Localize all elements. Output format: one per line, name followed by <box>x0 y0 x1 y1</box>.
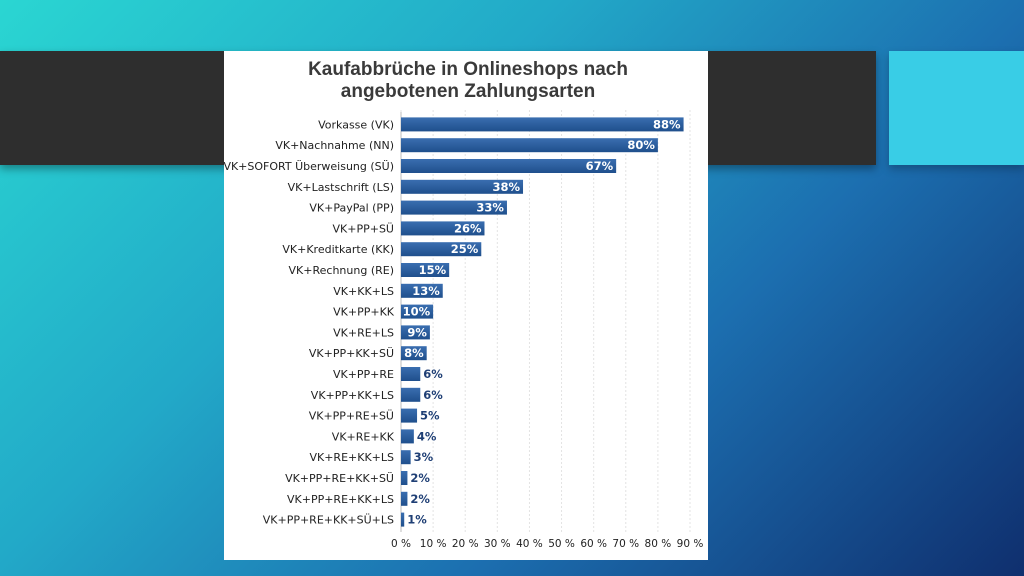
data-label: 8% <box>404 346 424 360</box>
data-label: 10% <box>403 305 431 319</box>
data-label: 25% <box>451 242 479 256</box>
category-label: VK+PP+RE+KK+SÜ <box>285 472 394 485</box>
category-label: VK+PP+RE <box>333 368 394 381</box>
bar <box>401 325 430 340</box>
category-label: VK+RE+KK+LS <box>309 451 394 464</box>
data-label: 9% <box>407 325 427 339</box>
bar <box>401 304 434 319</box>
x-tick-label: 60 % <box>580 538 607 550</box>
category-label: VK+RE+KK <box>332 430 395 443</box>
data-label: 26% <box>454 221 482 235</box>
bar <box>401 283 443 298</box>
x-tick-label: 80 % <box>645 538 672 550</box>
chart-card: Kaufabbrüche in Onlineshops nach angebot… <box>224 51 708 560</box>
x-tick-label: 70 % <box>612 538 639 550</box>
category-label: VK+PayPal (PP) <box>309 202 394 215</box>
category-label: VK+Kreditkarte (KK) <box>282 243 394 256</box>
data-label: 33% <box>476 201 504 215</box>
category-label: VK+PP+SÜ <box>333 222 394 235</box>
bar <box>401 471 408 485</box>
category-label: VK+PP+RE+SÜ <box>309 410 394 423</box>
x-tick-label: 30 % <box>484 538 511 550</box>
category-label: VK+PP+RE+KK+LS <box>287 493 394 506</box>
data-label: 3% <box>414 450 434 464</box>
category-label: VK+PP+RE+KK+SÜ+LS <box>263 514 394 527</box>
category-label: Vorkasse (VK) <box>318 118 394 131</box>
bar <box>401 138 658 153</box>
bar <box>401 429 414 444</box>
category-label: VK+PP+KK+SÜ <box>309 347 394 360</box>
data-label: 80% <box>627 138 655 152</box>
bar <box>401 512 405 527</box>
data-label: 5% <box>420 409 440 423</box>
chart-title-line-2: angebotenen Zahlungsarten <box>341 81 595 102</box>
bar <box>401 179 524 194</box>
bar <box>401 159 617 173</box>
bar <box>401 387 421 402</box>
x-tick-label: 10 % <box>420 538 447 550</box>
data-label: 2% <box>410 471 430 485</box>
x-tick-label: 50 % <box>548 538 575 550</box>
accent-block <box>889 51 1024 165</box>
bar <box>401 450 411 465</box>
bar-chart: Kaufabbrüche in Onlineshops nach angebot… <box>224 59 704 550</box>
data-label: 2% <box>410 492 430 506</box>
category-label: VK+Nachnahme (NN) <box>275 139 394 152</box>
data-label: 13% <box>412 284 440 298</box>
category-label: VK+Rechnung (RE) <box>289 264 394 277</box>
bar <box>401 200 507 215</box>
bar <box>401 408 418 423</box>
bar <box>401 221 485 236</box>
x-tick-label: 90 % <box>677 538 704 550</box>
data-label: 4% <box>417 429 437 443</box>
data-label: 1% <box>407 513 427 527</box>
bar <box>401 346 427 361</box>
data-label: 15% <box>419 263 447 277</box>
x-tick-label: 0 % <box>391 538 411 550</box>
bar <box>401 367 421 381</box>
data-label: 38% <box>492 180 520 194</box>
category-label: VK+Lastschrift (LS) <box>288 181 394 194</box>
bar <box>401 263 450 277</box>
bar <box>401 117 684 132</box>
data-label: 6% <box>423 388 443 402</box>
category-label: VK+RE+LS <box>333 326 394 339</box>
bar <box>401 491 408 506</box>
x-tick-label: 40 % <box>516 538 543 550</box>
x-tick-label: 20 % <box>452 538 479 550</box>
data-label: 88% <box>653 117 681 131</box>
chart-title-line-1: Kaufabbrüche in Onlineshops nach <box>308 59 628 80</box>
category-label: VK+PP+KK+LS <box>311 389 394 402</box>
category-label: VK+PP+KK <box>333 306 395 319</box>
data-label: 67% <box>586 159 614 173</box>
bar <box>401 242 482 257</box>
data-label: 6% <box>423 367 443 381</box>
category-label: VK+KK+LS <box>333 285 394 298</box>
category-label: VK+SOFORT Überweisung (SÜ) <box>224 160 394 173</box>
